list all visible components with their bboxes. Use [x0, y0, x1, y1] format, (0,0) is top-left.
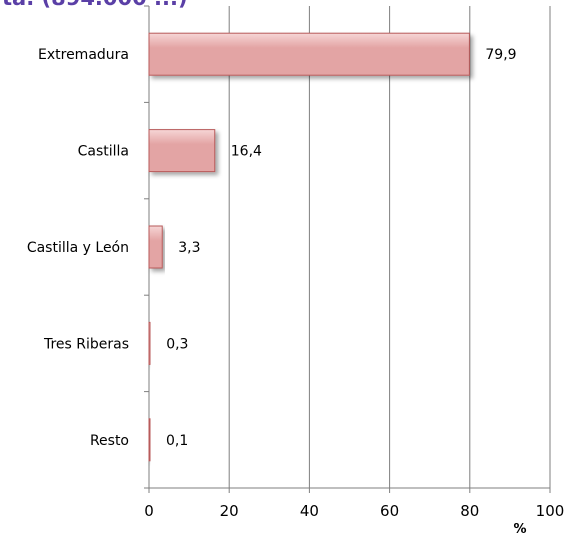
value-label: 3,3: [178, 240, 200, 256]
bar: [148, 225, 163, 269]
x-tick-label: 100: [536, 502, 565, 520]
bar: [148, 32, 470, 76]
category-label: Castilla y León: [27, 240, 129, 256]
category-label: Tres Riberas: [43, 336, 129, 352]
bar: [148, 129, 216, 173]
x-tick-label: 80: [460, 502, 479, 520]
x-tick-label: 0: [144, 502, 154, 520]
chart-title: ta. (894.000 ...): [2, 0, 188, 10]
value-label: 0,1: [166, 433, 188, 449]
bar: [148, 418, 151, 462]
x-tick-label: 20: [220, 502, 239, 520]
bar: [148, 321, 151, 365]
x-axis-label: %: [513, 522, 526, 536]
value-label: 0,3: [166, 336, 188, 352]
x-tick-label: 40: [300, 502, 319, 520]
value-label: 16,4: [231, 144, 262, 160]
x-tick-label: 60: [380, 502, 399, 520]
category-label: Extremadura: [38, 47, 129, 63]
value-label: 79,9: [485, 47, 516, 63]
category-label: Castilla: [78, 144, 129, 160]
category-label: Resto: [90, 433, 129, 449]
